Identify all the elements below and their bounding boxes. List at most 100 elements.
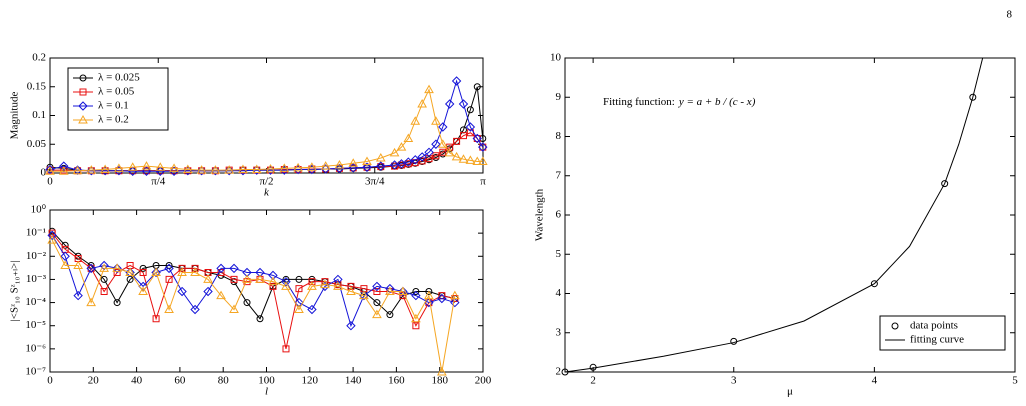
marker <box>431 116 441 125</box>
marker <box>333 274 343 285</box>
marker <box>396 142 407 151</box>
series-line <box>51 230 455 320</box>
marker <box>410 155 420 165</box>
marker <box>307 162 317 171</box>
annotation: Fitting function: y = a + b / (c - x) <box>603 96 756 108</box>
marker <box>238 164 248 174</box>
marker <box>216 290 226 300</box>
marker <box>348 158 359 167</box>
y-axis-label: Wavelength <box>534 188 546 241</box>
marker <box>279 163 290 172</box>
legend-label: λ = 0.2 <box>98 114 129 126</box>
marker <box>190 304 200 315</box>
marker <box>444 147 455 157</box>
series <box>45 84 488 175</box>
y-tick-label: 9 <box>556 91 562 103</box>
marker <box>100 288 108 296</box>
marker <box>451 151 462 161</box>
marker <box>281 276 291 287</box>
marker <box>281 281 291 290</box>
marker <box>216 263 226 274</box>
marker <box>404 160 412 168</box>
y-tick-label: 0.1 <box>32 109 46 121</box>
marker <box>141 166 152 176</box>
legend-marker <box>79 88 87 96</box>
marker <box>86 165 97 174</box>
marker <box>229 304 239 314</box>
marker <box>178 264 186 272</box>
marker <box>451 76 462 86</box>
marker <box>412 288 420 296</box>
marker <box>73 260 84 269</box>
marker <box>45 166 55 175</box>
marker <box>86 263 96 274</box>
marker <box>72 165 83 175</box>
marker <box>411 290 421 301</box>
marker <box>385 283 395 294</box>
marker <box>385 286 395 296</box>
series <box>47 235 460 376</box>
y-tick-label: 10 <box>550 52 562 64</box>
marker <box>126 261 134 269</box>
marker <box>204 268 212 276</box>
x-tick-label: 20 <box>88 375 100 387</box>
legend-marker <box>78 101 88 111</box>
marker <box>196 165 207 174</box>
marker <box>347 282 355 290</box>
marker <box>169 163 179 172</box>
marker <box>224 165 234 176</box>
marker <box>127 162 138 171</box>
series-line <box>50 88 483 172</box>
marker <box>242 267 252 278</box>
y-tick-label: 10⁻¹ <box>26 227 46 239</box>
x-tick-label: 200 <box>475 375 492 387</box>
marker <box>177 286 187 297</box>
series <box>46 129 487 175</box>
y-tick-label: 0.2 <box>32 52 46 64</box>
x-tick-label: 4 <box>872 375 878 387</box>
marker <box>61 245 69 253</box>
marker <box>425 288 433 296</box>
marker <box>438 292 446 300</box>
marker <box>375 153 386 162</box>
x-tick-label: π/4 <box>151 176 166 188</box>
marker <box>437 139 448 148</box>
marker <box>256 315 264 323</box>
x-tick-label: 140 <box>345 375 362 387</box>
marker <box>320 279 330 289</box>
marker <box>282 345 290 353</box>
series <box>564 57 984 373</box>
x-tick-label: 60 <box>174 375 186 387</box>
legend-label: λ = 0.1 <box>98 100 129 112</box>
marker <box>308 278 316 286</box>
marker <box>242 274 252 283</box>
y-tick-label: 0.05 <box>27 138 47 150</box>
marker <box>446 143 454 151</box>
annotation-text: Fitting function: <box>603 96 675 108</box>
y-tick-label: 6 <box>556 209 562 221</box>
marker <box>139 264 147 272</box>
legend-label: fitting curve <box>910 334 964 346</box>
marker <box>138 286 148 296</box>
marker <box>473 83 481 91</box>
marker <box>410 116 421 125</box>
marker <box>403 133 414 142</box>
marker <box>465 122 476 132</box>
marker <box>397 161 405 169</box>
marker <box>164 304 174 314</box>
marker <box>373 299 381 307</box>
marker <box>424 290 434 300</box>
y-axis-label: |<Sᶻ₁₀ Sᶻ₁₀₊ₗ>| <box>9 261 21 322</box>
marker <box>478 142 488 152</box>
marker <box>210 165 221 176</box>
marker <box>346 321 356 331</box>
x-tick-label: 2 <box>590 375 596 387</box>
y-tick-label: 3 <box>556 326 562 338</box>
marker <box>477 156 488 165</box>
marker <box>295 285 303 293</box>
marker <box>386 311 394 319</box>
marker <box>269 282 277 290</box>
marker <box>112 263 122 274</box>
x-tick-label: 3π/4 <box>365 176 385 188</box>
marker <box>417 152 427 162</box>
